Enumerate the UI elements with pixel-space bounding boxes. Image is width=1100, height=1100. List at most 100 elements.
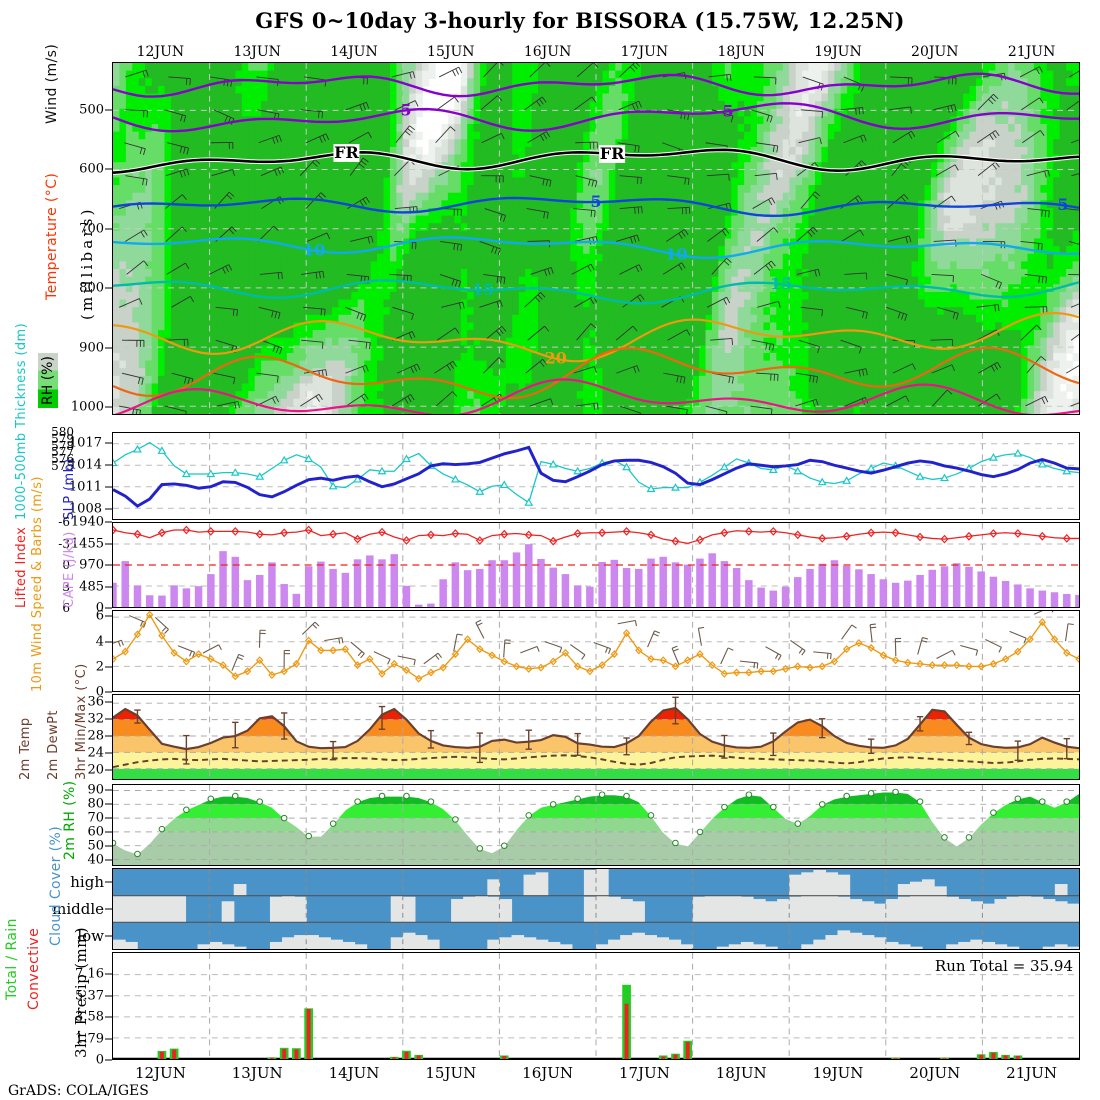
slp-tick: 1014 — [68, 457, 102, 473]
axis-tick-mark — [105, 486, 112, 488]
slp-thickness-plot — [113, 433, 1079, 519]
precip-tick: 5.37 — [75, 988, 104, 1004]
caption-cloud-cover: Cloud Cover (%) — [48, 825, 64, 946]
cape-liftedindex-panel[interactable] — [112, 522, 1080, 608]
lifted-index-tick: 3 — [62, 579, 70, 594]
cape-tick: 970 — [79, 557, 104, 573]
pressure-tick: 900 — [79, 340, 104, 356]
temperature-panel[interactable] — [112, 694, 1080, 780]
caption-cape: CAPE (J/kg) — [62, 531, 77, 608]
axis-tick-mark — [105, 508, 112, 510]
axis-tick-mark — [105, 347, 112, 349]
upper-air-panel[interactable]: -5 -5 FR FR 5 5 10 10 15 15 20 — [112, 62, 1080, 415]
axis-tick-mark — [105, 701, 112, 703]
page-title: GFS 0~10day 3-hourly for BISSORA (15.75W… — [255, 8, 905, 33]
lifted-index-tick: 0 — [62, 558, 70, 572]
precip-panel[interactable]: Run Total = 35.94 — [112, 952, 1080, 1060]
date-label-bottom: 14JUN — [328, 1064, 380, 1082]
wind10m-plot — [113, 611, 1079, 691]
caption-thickness: 1000-500mb Thickness (dm) — [14, 322, 29, 520]
caption-wind: Wind (m/s) — [44, 43, 60, 124]
axis-tick-mark — [105, 769, 112, 770]
date-label-bottom: 17JUN — [618, 1064, 670, 1082]
axis-tick-mark — [105, 908, 112, 910]
rh-tick: 90 — [87, 782, 104, 798]
axis-tick-mark — [105, 228, 112, 230]
thickness-tick: 579 — [51, 431, 74, 446]
temperature-tick: 32 — [87, 711, 104, 727]
axis-tick-mark — [105, 845, 112, 847]
axis-tick-mark — [105, 718, 112, 720]
thickness-tick: 575 — [51, 459, 74, 473]
wind-speed-tick: 6 — [95, 608, 104, 624]
axis-tick-mark — [105, 831, 112, 833]
rh-tick: 60 — [87, 824, 104, 840]
cape-plot — [113, 523, 1079, 607]
date-label-bottom: 16JUN — [522, 1064, 574, 1082]
axis-tick-mark — [105, 752, 112, 754]
date-label-top: 17JUN — [620, 44, 669, 60]
temperature-tick: 24 — [87, 745, 104, 761]
cloud-level-label-low: low — [77, 927, 104, 946]
caption-lifted-index: Lifted Index — [14, 526, 29, 608]
pressure-tick: 700 — [79, 221, 104, 237]
date-label-top: 12JUN — [136, 44, 185, 60]
caption-wind10m: 10m Wind Speed & Barbs (m/s) — [30, 476, 45, 692]
date-label-top: 20JUN — [911, 44, 959, 60]
axis-tick-mark — [105, 607, 112, 609]
pressure-tick: 800 — [79, 280, 104, 296]
axis-tick-mark — [105, 521, 112, 523]
cape-tick: 1455 — [70, 536, 104, 551]
axis-tick-mark — [105, 859, 112, 861]
cloud-level-label-high: high — [70, 872, 104, 891]
date-label-bottom: 15JUN — [425, 1064, 477, 1082]
rh-tick: 80 — [87, 796, 104, 812]
axis-tick-mark — [105, 1016, 112, 1018]
cape-tick: 1940 — [70, 514, 104, 530]
date-label-top: 21JUN — [1007, 44, 1056, 60]
rh2m-panel[interactable] — [112, 784, 1080, 866]
pressure-tick: 1000 — [70, 399, 104, 415]
wind-speed-tick: 2 — [95, 659, 104, 675]
axis-tick-mark — [105, 641, 112, 643]
cloud-cover-plot — [113, 869, 1079, 949]
axis-tick-mark — [105, 666, 112, 668]
date-label-bottom: 18JUN — [715, 1064, 767, 1082]
pressure-tick: 600 — [79, 161, 104, 177]
caption-precip-convective: Convective — [26, 927, 42, 1010]
thickness-tick: 576 — [51, 452, 74, 467]
pressure-tick: 500 — [79, 102, 104, 118]
axis-tick-mark — [105, 615, 112, 617]
axis-tick-mark — [105, 406, 112, 408]
caption-2m-temp: 2m Temp — [18, 717, 33, 780]
footer-credit: GrADS: COLA/IGES — [8, 1083, 149, 1099]
caption-rh: RH (%) — [38, 353, 58, 408]
caption-temperature: Temperature (°C) — [44, 172, 60, 300]
slp-tick: 1011 — [68, 479, 102, 495]
axis-tick-mark — [105, 287, 112, 289]
caption-precip-total: Total / Rain — [4, 918, 20, 1000]
axis-tick-mark — [105, 564, 112, 566]
caption-2m-dewpt: 2m DewPt — [46, 710, 61, 780]
axis-tick-mark — [105, 817, 112, 819]
axis-tick-mark — [105, 586, 112, 587]
caption-slp: SLP (mb) — [62, 458, 77, 520]
axis-tick-mark — [105, 1059, 112, 1061]
temperature-tick: 20 — [87, 762, 104, 777]
axis-tick-mark — [105, 1038, 112, 1040]
thickness-tick: 580 — [51, 425, 74, 439]
date-label-top: 16JUN — [523, 44, 572, 60]
temperature-plot — [113, 695, 1079, 779]
axis-tick-mark — [105, 881, 112, 883]
cloud-level-label-middle: middle — [52, 900, 104, 918]
cloud-cover-panel[interactable] — [112, 868, 1080, 950]
axis-tick-mark — [105, 935, 112, 937]
precip-plot — [113, 953, 1079, 1059]
slp-tick: 1017 — [68, 435, 102, 451]
run-total-label: Run Total = 35.94 — [934, 957, 1073, 975]
axis-tick-mark — [105, 442, 112, 444]
wind10m-panel[interactable] — [112, 610, 1080, 692]
slp-thickness-panel[interactable] — [112, 432, 1080, 520]
